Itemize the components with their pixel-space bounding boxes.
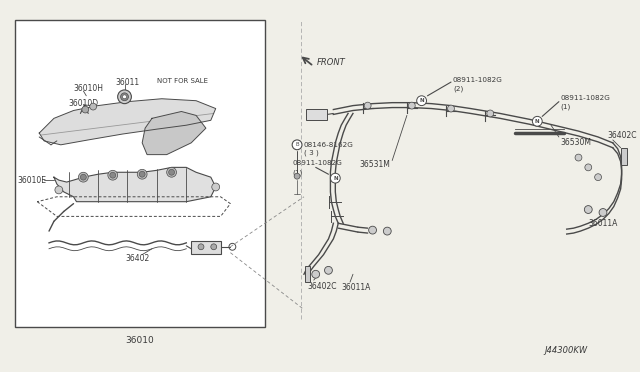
Text: 36530M: 36530M [561, 138, 592, 147]
Circle shape [584, 206, 592, 214]
Text: 36402C: 36402C [308, 282, 337, 291]
Circle shape [487, 110, 493, 117]
Text: B: B [295, 142, 299, 147]
Circle shape [599, 209, 607, 217]
Text: 36011A: 36011A [341, 283, 371, 292]
Circle shape [447, 105, 454, 112]
Circle shape [81, 174, 86, 180]
Text: 08146-8162G: 08146-8162G [304, 142, 354, 148]
Circle shape [408, 102, 415, 109]
Circle shape [212, 183, 220, 191]
Text: 08911-1082G: 08911-1082G [292, 160, 342, 166]
Circle shape [90, 103, 97, 110]
Text: (1): (1) [561, 103, 571, 110]
Text: FRONT: FRONT [317, 58, 346, 67]
Text: 36010H: 36010H [74, 84, 104, 93]
Circle shape [383, 227, 391, 235]
Text: (1): (1) [292, 169, 303, 176]
Circle shape [55, 186, 63, 194]
Circle shape [312, 270, 319, 278]
Circle shape [369, 226, 376, 234]
Bar [621, 148, 627, 166]
Polygon shape [142, 112, 206, 155]
Circle shape [118, 90, 131, 104]
Circle shape [364, 102, 371, 109]
Text: N: N [333, 176, 338, 181]
Circle shape [324, 266, 332, 274]
Circle shape [595, 174, 602, 181]
Text: 36011: 36011 [116, 78, 140, 87]
Circle shape [585, 164, 592, 171]
Circle shape [417, 96, 426, 106]
Text: N: N [419, 98, 424, 103]
Circle shape [169, 169, 175, 175]
Bar [191, 241, 221, 254]
Circle shape [137, 169, 147, 179]
Text: 08911-1082G: 08911-1082G [561, 95, 611, 101]
Circle shape [110, 172, 116, 178]
Circle shape [211, 244, 217, 250]
Circle shape [122, 95, 127, 99]
Bar [306, 109, 328, 120]
Circle shape [82, 106, 89, 113]
Bar [15, 20, 265, 327]
Polygon shape [54, 167, 216, 202]
Text: 08911-1082G: 08911-1082G [453, 77, 503, 83]
Text: 36011A: 36011A [588, 219, 618, 228]
Circle shape [198, 244, 204, 250]
Circle shape [575, 154, 582, 161]
Circle shape [292, 140, 302, 150]
Circle shape [166, 167, 177, 177]
Circle shape [532, 116, 542, 126]
Text: N: N [535, 119, 540, 124]
Text: 36010D: 36010D [68, 99, 99, 108]
Text: NOT FOR SALE: NOT FOR SALE [157, 78, 208, 84]
Text: ( 3 ): ( 3 ) [304, 150, 319, 156]
Circle shape [294, 173, 300, 179]
Circle shape [330, 173, 340, 183]
Text: (2): (2) [453, 86, 463, 92]
Circle shape [140, 171, 145, 177]
Bar [305, 266, 310, 282]
Text: 36402: 36402 [125, 254, 150, 263]
Circle shape [120, 93, 129, 101]
Text: J44300KW: J44300KW [544, 346, 588, 355]
Circle shape [79, 172, 88, 182]
Circle shape [108, 170, 118, 180]
Text: 36402C: 36402C [608, 131, 637, 141]
Text: 36010: 36010 [125, 336, 154, 346]
Text: 36010E: 36010E [18, 176, 47, 185]
Text: 36531M: 36531M [360, 160, 390, 169]
Polygon shape [39, 99, 216, 145]
